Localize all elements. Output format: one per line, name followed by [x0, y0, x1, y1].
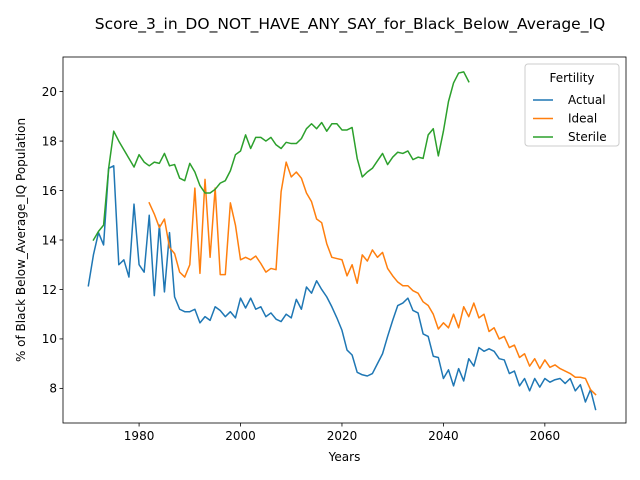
y-tick-label: 10 [42, 332, 57, 346]
legend-title: Fertility [549, 71, 594, 85]
series-line-ideal [148, 161, 597, 396]
plot-frame [62, 56, 627, 424]
x-axis: 1980 2000 2020 2040 2060 [124, 423, 560, 443]
legend-label-sterile: Sterile [568, 130, 607, 144]
x-tick-label: 2000 [225, 429, 256, 443]
y-tick-label: 8 [49, 382, 57, 396]
series-line-actual [87, 165, 597, 411]
legend-label-ideal: Ideal [568, 112, 597, 126]
y-tick-label: 14 [42, 233, 57, 247]
x-tick-label: 1980 [124, 429, 155, 443]
x-tick-label: 2020 [327, 429, 358, 443]
y-tick-label: 16 [42, 184, 57, 198]
y-axis-label: % of Black Below_Average_IQ Population [14, 118, 28, 362]
legend: Fertility Actual Ideal Sterile [524, 63, 620, 147]
series-layer [87, 71, 597, 411]
series-line-sterile [92, 71, 470, 242]
x-tick-label: 2060 [530, 429, 561, 443]
legend-label-actual: Actual [568, 93, 606, 107]
legend-box [524, 63, 620, 147]
y-axis: 8 10 12 14 16 18 20 [42, 85, 63, 396]
legend-items: Actual Ideal Sterile [533, 93, 607, 144]
x-axis-label: Years [328, 450, 361, 464]
y-tick-label: 18 [42, 134, 57, 148]
y-tick-label: 20 [42, 85, 57, 99]
chart-title: Score_3_in_DO_NOT_HAVE_ANY_SAY_for_Black… [95, 15, 605, 34]
x-tick-label: 2040 [428, 429, 459, 443]
y-tick-label: 12 [42, 283, 57, 297]
